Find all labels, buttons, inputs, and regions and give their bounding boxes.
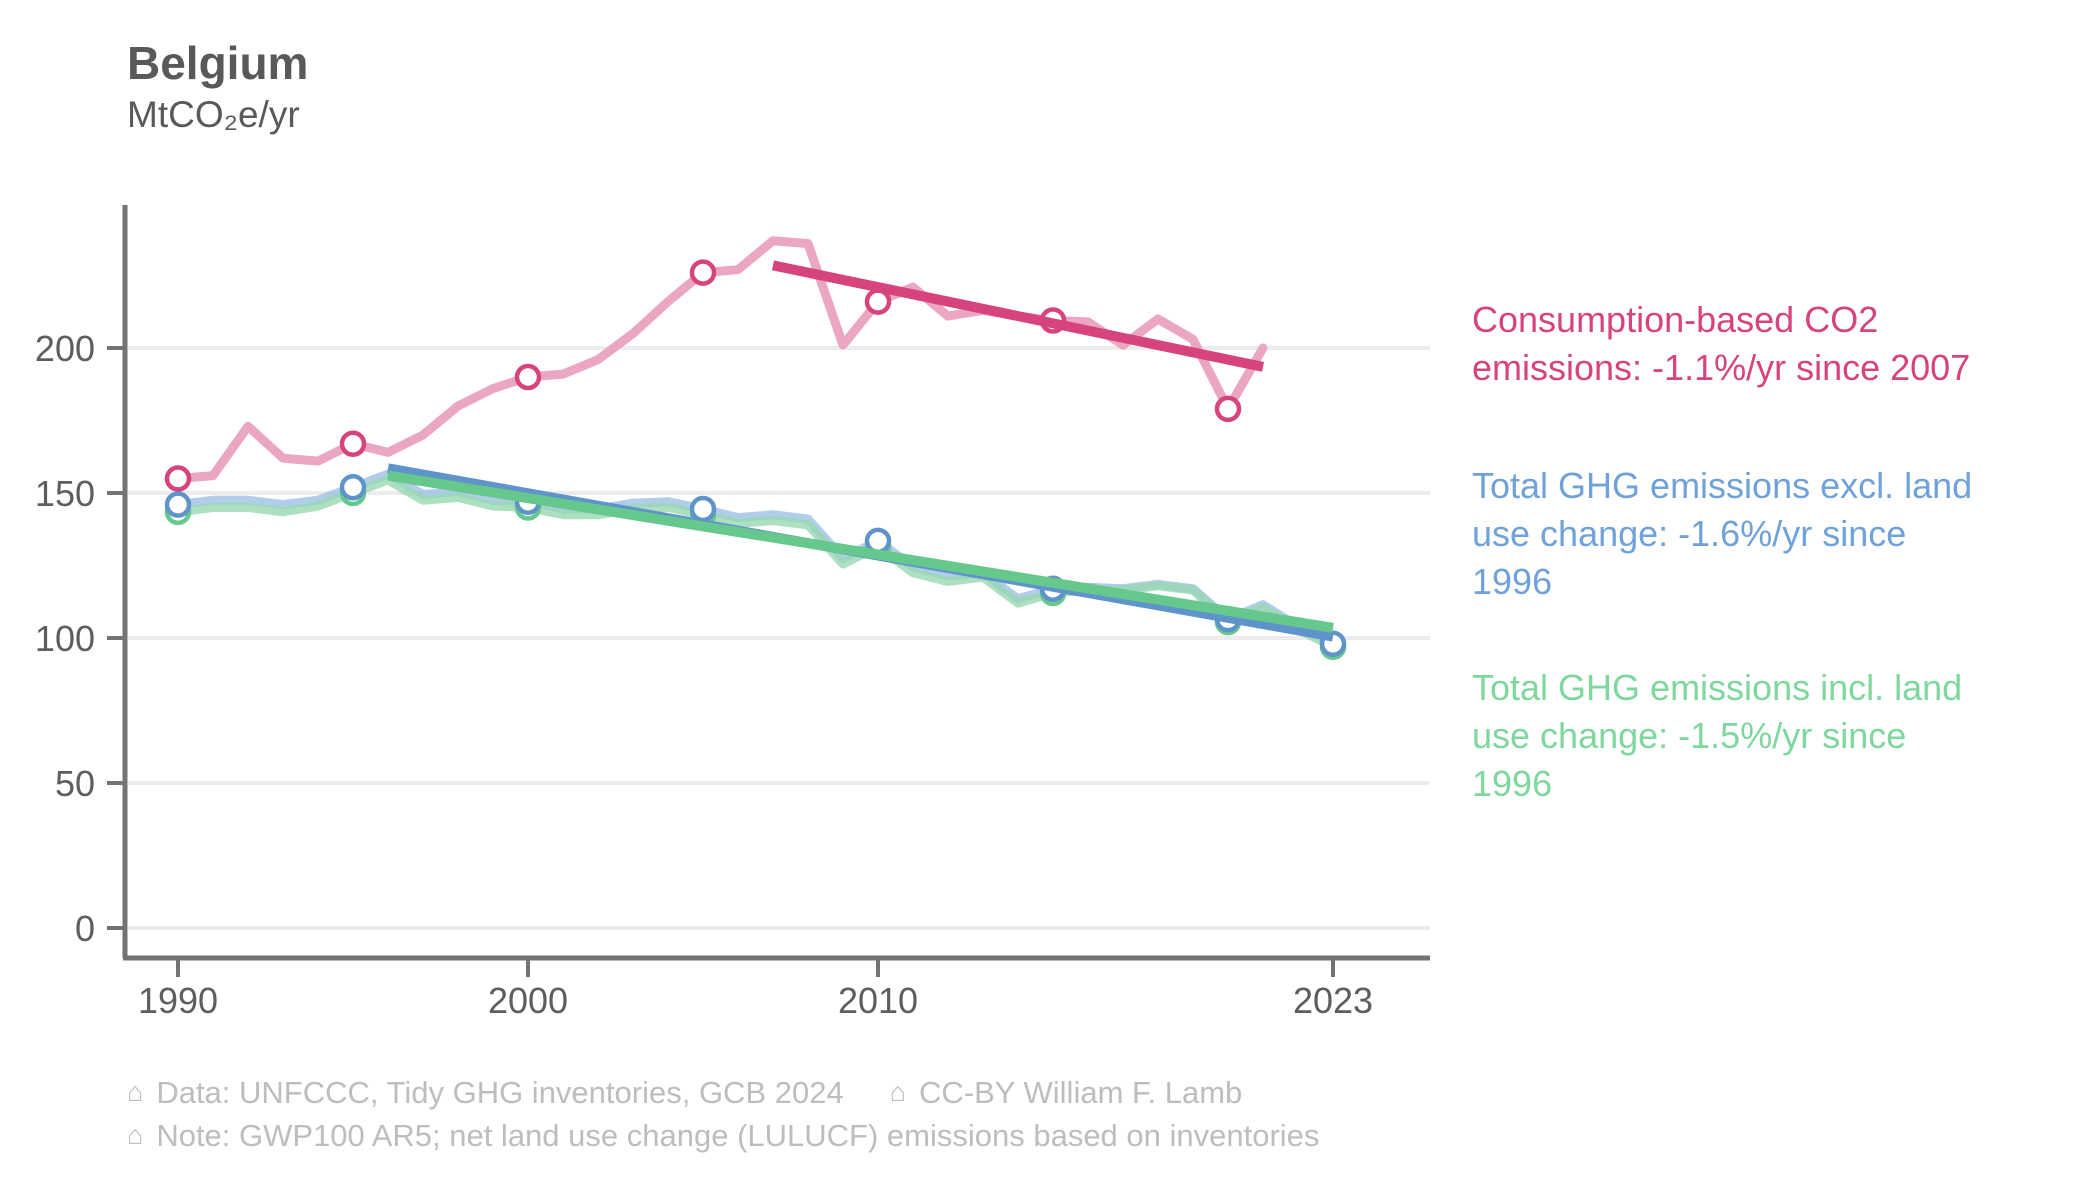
y-tick-label: 150 xyxy=(35,473,95,514)
legend-text-line: use change: -1.6%/yr since xyxy=(1472,513,1907,554)
series-line-total-ghg-emissions-incl-land-use-change xyxy=(173,475,1338,652)
data-point-marker xyxy=(1214,395,1242,423)
trend-line-consumption-based-co2-emissions xyxy=(771,260,1265,372)
x-tick-label: 1990 xyxy=(138,980,218,1021)
x-tick-label: 2000 xyxy=(488,980,568,1021)
x-tick-label: 2010 xyxy=(838,980,918,1021)
legend-item-total-incl: Total GHG emissions incl. land use chang… xyxy=(1472,664,1962,808)
x-tick-label: 2023 xyxy=(1293,980,1373,1021)
chart-title: Belgium xyxy=(127,37,309,89)
data-point-marker xyxy=(689,259,717,286)
data-point-marker xyxy=(864,288,892,315)
footer-credit-text: CC-BY William F. Lamb xyxy=(919,1075,1243,1110)
y-tick-label: 100 xyxy=(35,618,95,659)
y-tick-label: 200 xyxy=(35,328,95,369)
house-icon: ⌂ xyxy=(127,1077,144,1107)
legend-text-line: Consumption-based CO2 xyxy=(1472,299,1879,340)
legend-text-line: 1996 xyxy=(1472,561,1553,602)
legend-item-consumption: Consumption-based CO2 emissions: -1.1%/y… xyxy=(1472,296,1970,392)
chart-unit-subtitle: MtCO₂e/yr xyxy=(127,94,300,135)
chart-footer: ⌂ Data: UNFCCC, Tidy GHG inventories, GC… xyxy=(127,1072,1319,1158)
footer-source-row: ⌂ Data: UNFCCC, Tidy GHG inventories, GC… xyxy=(127,1072,1319,1115)
data-point-marker xyxy=(339,430,367,457)
legend-text-line: Total GHG emissions excl. land xyxy=(1472,465,1973,506)
data-point-marker xyxy=(689,495,717,523)
y-tick-label: 50 xyxy=(55,763,95,804)
data-point-marker xyxy=(514,363,542,391)
footer-note-text: Note: GWP100 AR5; net land use change (L… xyxy=(156,1118,1320,1153)
footer-note-row: ⌂ Note: GWP100 AR5; net land use change … xyxy=(127,1115,1319,1158)
house-icon: ⌂ xyxy=(127,1120,144,1150)
house-icon: ⌂ xyxy=(889,1077,907,1107)
data-point-marker xyxy=(164,465,192,492)
legend-text-line: use change: -1.5%/yr since xyxy=(1472,715,1907,756)
legend-text-line: emissions: -1.1%/yr since 2007 xyxy=(1472,347,1971,388)
y-tick-label: 0 xyxy=(75,908,95,949)
trend-line-total-ghg-emissions-incl-land-use-change xyxy=(387,470,1334,633)
footer-data-text: Data: UNFCCC, Tidy GHG inventories, GCB … xyxy=(156,1075,844,1110)
data-point-marker xyxy=(164,491,192,518)
data-point-marker xyxy=(339,473,367,501)
legend-text-line: 1996 xyxy=(1472,763,1553,804)
legend-item-total-excl: Total GHG emissions excl. land use chang… xyxy=(1472,462,1972,606)
legend-text-line: Total GHG emissions incl. land xyxy=(1472,667,1963,708)
